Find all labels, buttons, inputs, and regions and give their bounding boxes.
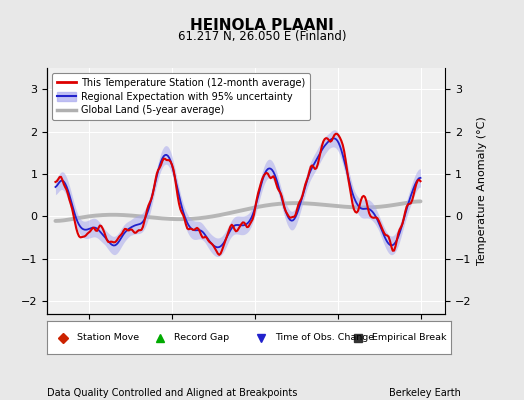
Text: Station Move: Station Move xyxy=(78,333,139,342)
Text: HEINOLA PLAANI: HEINOLA PLAANI xyxy=(190,18,334,33)
Legend: This Temperature Station (12-month average), Regional Expectation with 95% uncer: This Temperature Station (12-month avera… xyxy=(52,73,310,120)
Text: 61.217 N, 26.050 E (Finland): 61.217 N, 26.050 E (Finland) xyxy=(178,30,346,43)
Text: Empirical Break: Empirical Break xyxy=(372,333,446,342)
Text: Time of Obs. Change: Time of Obs. Change xyxy=(275,333,374,342)
Y-axis label: Temperature Anomaly (°C): Temperature Anomaly (°C) xyxy=(477,117,487,265)
Text: Record Gap: Record Gap xyxy=(174,333,230,342)
Text: Berkeley Earth: Berkeley Earth xyxy=(389,388,461,398)
Text: Data Quality Controlled and Aligned at Breakpoints: Data Quality Controlled and Aligned at B… xyxy=(47,388,298,398)
